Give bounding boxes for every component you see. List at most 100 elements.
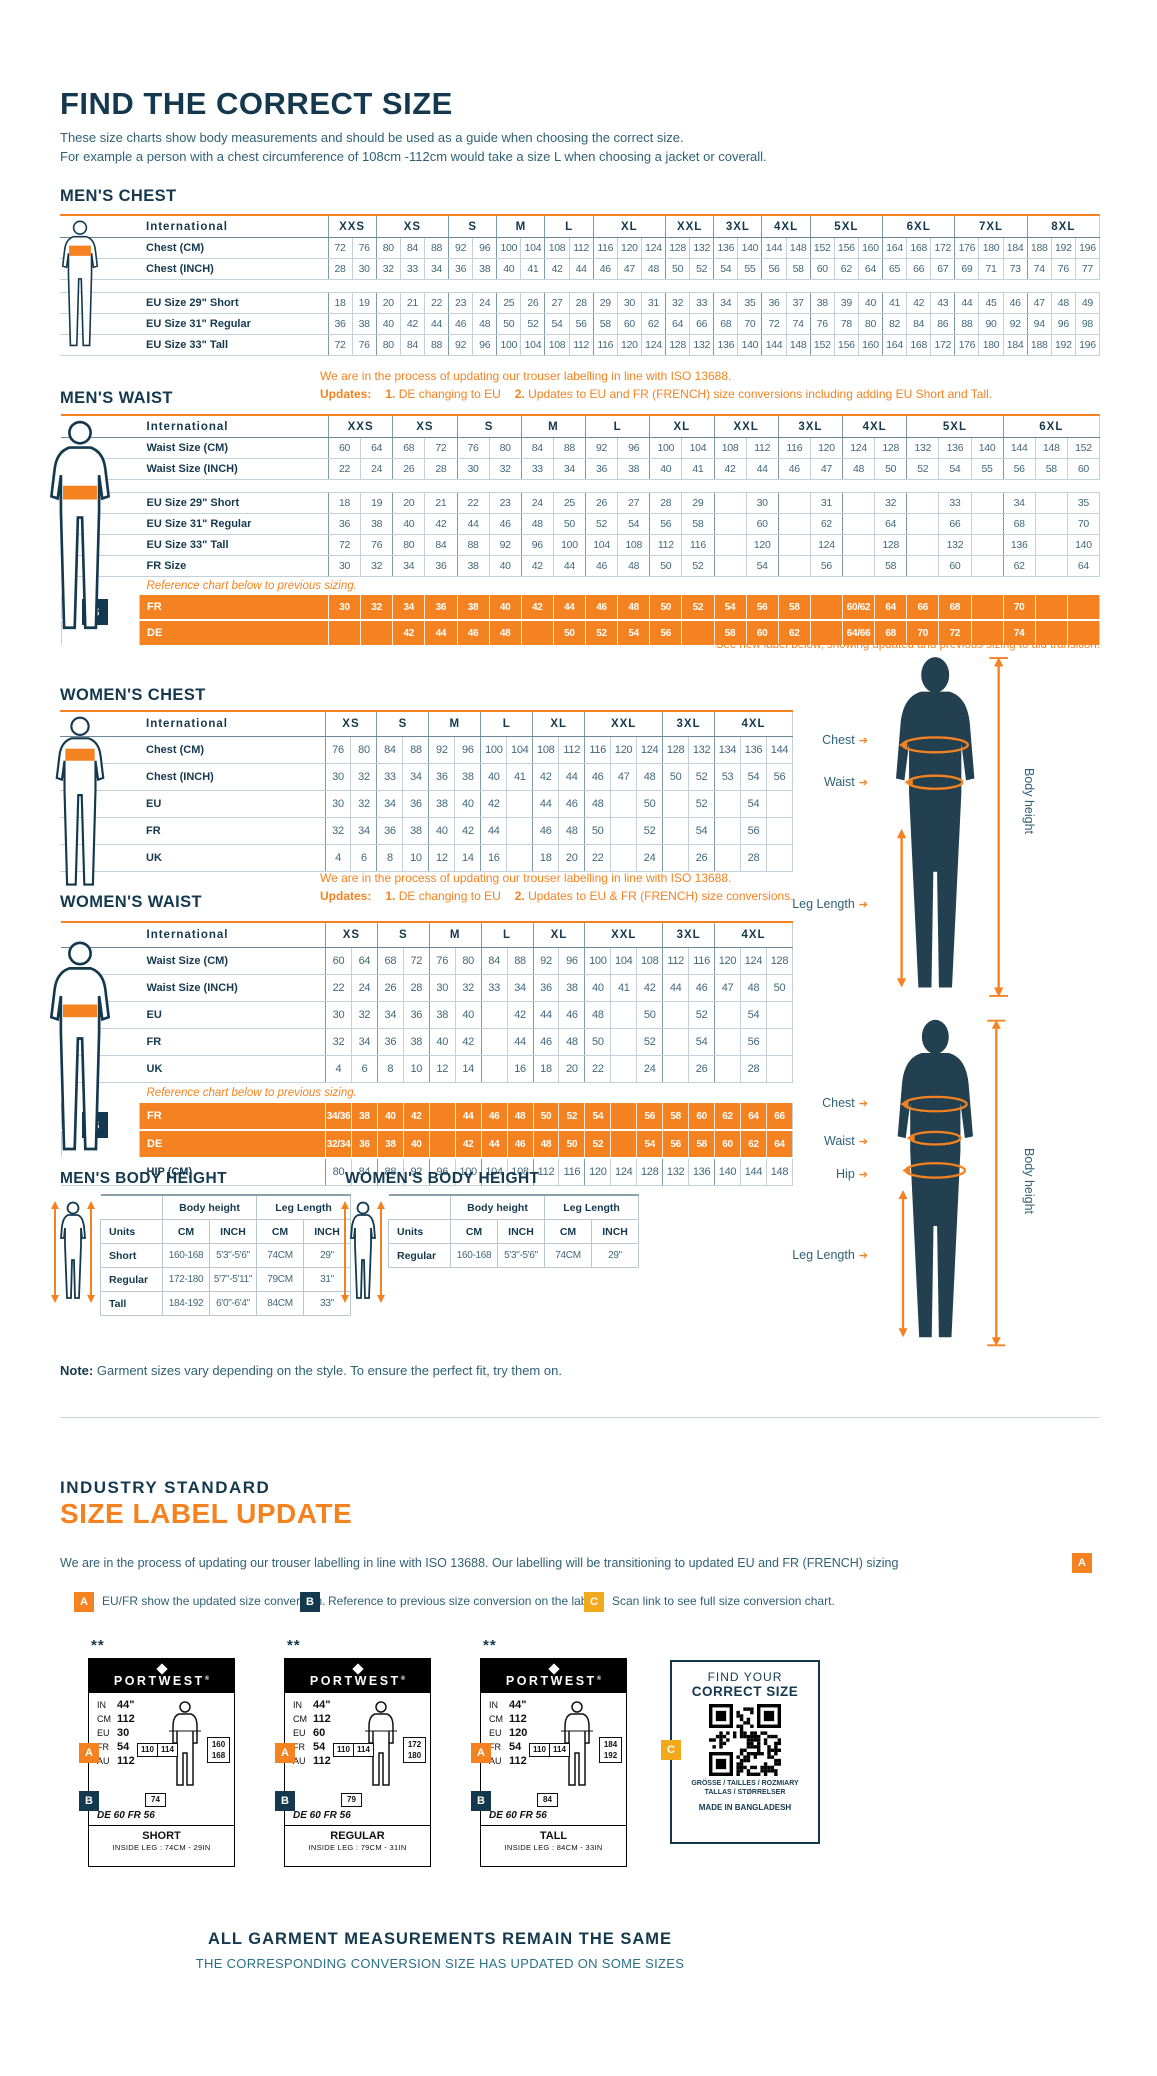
table-cell: 116 — [688, 947, 715, 975]
table-cell: 48 — [636, 763, 663, 791]
table-cell: 60 — [327, 437, 361, 459]
table-cell: 76 — [1050, 258, 1076, 280]
table-cell: 30 — [428, 974, 456, 1002]
table-cell: 58 — [1034, 458, 1068, 480]
table-cell: 66 — [906, 595, 939, 621]
table-cell: 42 — [506, 1001, 533, 1029]
table-cell: 88 — [954, 313, 979, 335]
table-cell: 47 — [809, 458, 843, 480]
table-cell: 108 — [636, 947, 663, 975]
table-cell: 38 — [360, 513, 393, 535]
man-waist-label: Waist — [788, 775, 868, 789]
table-row: Reference chart below to previous sizing… — [61, 577, 1100, 596]
table-cell: 40 — [454, 790, 481, 818]
row-label: Regular — [100, 1267, 163, 1292]
header-row: International XXS XS S M L XL XXL 3XL 4XL 5XL 6XL — [60, 415, 1101, 438]
table-row: Waist Size (CM) 60 64 68 72 76 80 84 88 92 96 100 10… — [60, 947, 794, 975]
table-cell: 136 — [1002, 534, 1036, 556]
table-cell: 46 — [456, 620, 490, 647]
table-cell: 24 — [636, 844, 663, 872]
label-body: IN 44" CM 112 EU 60 FR 54 AU 112 110 114 172 … — [285, 1693, 430, 1826]
row-label: Waist Size (INCH) — [60, 458, 329, 480]
table-cell: 37 — [785, 292, 811, 314]
table-cell: 26 — [376, 974, 404, 1002]
spacer — [60, 279, 1100, 293]
table-cell: 144 — [761, 237, 787, 259]
table-cell: 44 — [506, 1028, 533, 1056]
female-waist-silhouette-icon — [49, 941, 111, 1151]
table-cell: 38 — [809, 292, 835, 314]
table-cell: 62 — [640, 313, 666, 335]
table-cell: 41 — [610, 974, 637, 1002]
table-cell: 112 — [532, 1158, 559, 1186]
qr-code[interactable] — [709, 1704, 781, 1776]
womens-body-height-heading: WOMEN'S BODY HEIGHT — [345, 1170, 540, 1187]
table-cell: 34 — [376, 790, 403, 818]
table-cell: 26 — [688, 1055, 715, 1083]
table-cell: 48 — [584, 790, 611, 818]
row-label: EU — [60, 790, 325, 818]
table-cell: 44 — [552, 595, 586, 621]
table-cell — [506, 844, 533, 872]
table-cell: 92 — [532, 947, 559, 975]
table-cell: 76 — [351, 237, 377, 259]
table-cell — [1034, 595, 1068, 621]
table-cell: 41 — [882, 292, 907, 314]
table-cell: 124 — [610, 1158, 637, 1186]
table-cell: 16 — [480, 844, 507, 872]
size-header: XXL — [584, 922, 663, 948]
legend-text: Reference to previous size conversion on… — [328, 1594, 601, 1609]
row-label: Chest (CM) — [60, 736, 325, 764]
table-cell: 184 — [1002, 334, 1028, 356]
table-cell: 10 — [402, 844, 429, 872]
size-header: 6XL — [882, 215, 955, 238]
woman-hip-label: Hip — [788, 1167, 868, 1181]
table-cell: 32 — [324, 817, 351, 845]
table-cell: 48 — [558, 817, 585, 845]
table-cell: 66 — [906, 258, 931, 280]
table-cell: 79CM — [256, 1267, 305, 1292]
table-cell: 64 — [360, 437, 393, 459]
womens-measurement-figure — [897, 1019, 1006, 1347]
table-cell: 42 — [544, 258, 570, 280]
size-header: 5XL — [906, 415, 1004, 438]
table-cell: 30 — [325, 1001, 352, 1029]
table-cell: 80 — [375, 237, 401, 259]
table-cell: 74 — [1026, 258, 1052, 280]
table-cell: 50 — [552, 513, 586, 535]
table-cell: 56 — [745, 595, 779, 621]
size-label-card-regular: ** PORTWEST® IN 44" CM 112 EU 60 FR 54 AU 112… — [275, 1637, 431, 1867]
table-cell: 36 — [376, 817, 403, 845]
table-cell: 58 — [874, 555, 907, 577]
blank-cell — [388, 1195, 451, 1220]
table-cell: 44 — [480, 1130, 508, 1159]
table-cell: 112 — [558, 736, 585, 764]
table-cell — [681, 620, 714, 647]
table-cell: 160-168 — [162, 1243, 210, 1268]
units-row: Units CM INCH CM INCH — [388, 1219, 640, 1244]
size-header: 3XL — [713, 215, 762, 238]
table-row: Regular 172-180 5'7"-5'11" 79CM 31" — [100, 1267, 352, 1292]
units-label: Units — [388, 1219, 451, 1244]
table-cell: 108 — [617, 534, 650, 556]
table-cell: 34 — [506, 974, 533, 1002]
table-cell: 74 — [1002, 620, 1036, 647]
table-cell: 29" — [303, 1243, 352, 1268]
size-header: XXL — [584, 711, 663, 737]
size-header: XL — [532, 922, 585, 948]
table-cell: 54 — [636, 1130, 663, 1159]
table-cell: 52 — [584, 620, 618, 647]
table-cell: 64 — [740, 1103, 767, 1131]
table-cell: 28 — [424, 458, 457, 480]
table-cell — [970, 513, 1004, 535]
table-cell: 108 — [544, 334, 570, 356]
table-cell: 64 — [874, 595, 907, 621]
table-row — [60, 279, 1100, 293]
table-cell — [1034, 513, 1068, 535]
garment-note: Note: Garment sizes vary depending on th… — [60, 1363, 562, 1378]
table-cell: 12 — [428, 1055, 456, 1083]
womens-waist-grid: International XS S M L XL XXL 3XL 4XL Waist Size … — [60, 921, 794, 1186]
badge-a: A — [275, 1743, 295, 1763]
table-cell: 172 — [930, 237, 955, 259]
table-cell: 52 — [681, 595, 714, 621]
